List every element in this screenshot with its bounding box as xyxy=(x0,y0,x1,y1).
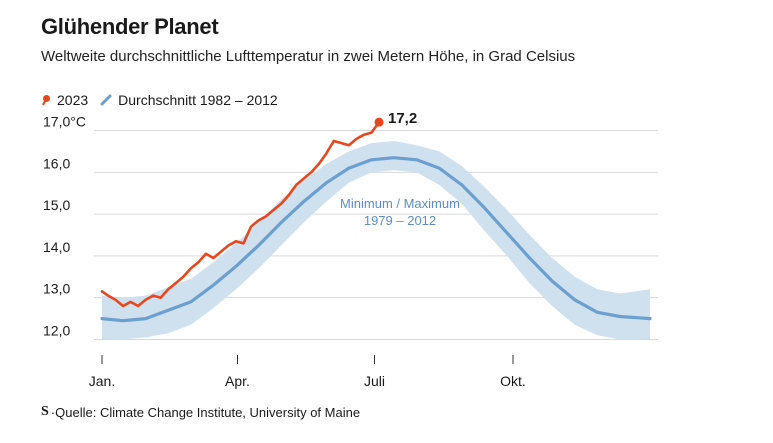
end-value-label: 17,2 xyxy=(388,110,417,127)
publisher-logo: S xyxy=(41,404,49,419)
x-tick-label: Juli xyxy=(364,373,385,389)
y-tick-label: 17,0°C xyxy=(43,114,86,130)
y-tick-label: 16,0 xyxy=(43,155,70,171)
source-bullet-icon: · xyxy=(50,404,56,420)
band-area xyxy=(102,141,650,340)
chart-subtitle: Weltweite durchschnittliche Lufttemperat… xyxy=(41,48,576,65)
x-tick-label: Apr. xyxy=(225,373,250,389)
axes: 12,0 13,0 14,0 15,0 16,0 17,0°C Jan. Apr. Juli Ok… xyxy=(43,114,526,389)
end-point-2023 xyxy=(374,117,384,127)
x-tick-label: Okt. xyxy=(500,373,526,389)
legend-marker-2023-icon xyxy=(42,95,50,106)
y-tick-label: 14,0 xyxy=(43,239,70,255)
legend: 2023 Durchschnitt 1982 – 2012 xyxy=(41,92,290,108)
y-tick-label: 15,0 xyxy=(43,197,70,213)
legend-item-average: Durchschnitt 1982 – 2012 xyxy=(100,92,278,108)
x-tick-label: Jan. xyxy=(89,373,115,389)
y-tick-label: 13,0 xyxy=(43,281,70,297)
y-tick-label: 12,0 xyxy=(43,322,70,338)
legend-label-2023: 2023 xyxy=(57,92,89,108)
band-label-line1: Minimum / Maximum xyxy=(340,196,460,211)
source-note: S · Quelle: Climate Change Institute, Un… xyxy=(41,404,360,420)
band-label-line2: 1979 – 2012 xyxy=(364,213,436,228)
legend-label-average: Durchschnitt 1982 – 2012 xyxy=(118,92,278,108)
series-line-2023 xyxy=(100,120,381,308)
legend-item-2023: 2023 xyxy=(41,92,88,108)
min-max-band xyxy=(102,141,650,340)
chart-title: Glühender Planet xyxy=(41,14,219,39)
legend-marker-average-icon xyxy=(100,94,112,106)
series-line-average xyxy=(100,156,652,323)
annotations: Minimum / Maximum 1979 – 2012 17,2 xyxy=(340,110,460,228)
source-text: Quelle: Climate Change Institute, Univer… xyxy=(55,404,361,420)
series-lines xyxy=(100,117,652,323)
